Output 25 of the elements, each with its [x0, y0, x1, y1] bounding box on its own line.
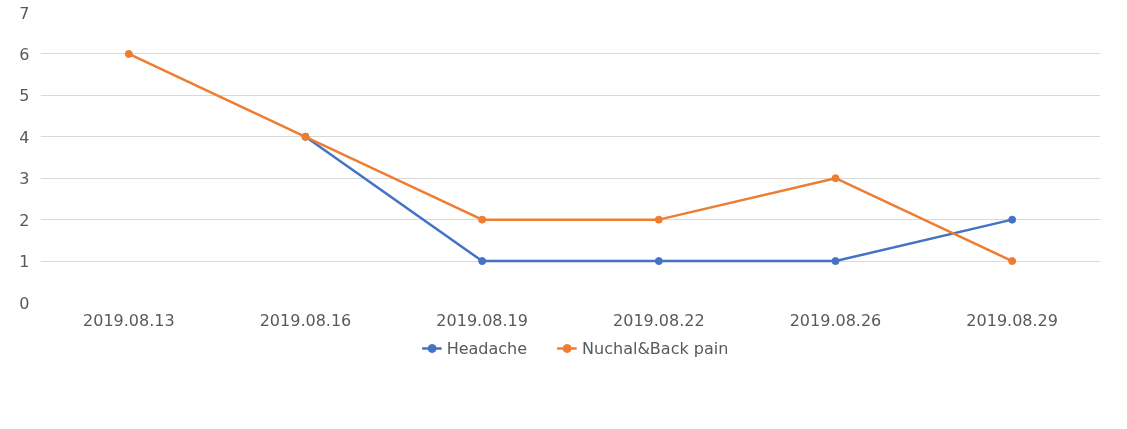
x-tick-label: 2019.08.26 — [789, 310, 882, 330]
y-tick-label: 3 — [19, 169, 30, 189]
point — [1008, 257, 1017, 266]
y-tick-label: 0 — [19, 293, 30, 313]
point — [654, 215, 663, 224]
point — [654, 257, 663, 266]
y-tick-label: 7 — [19, 3, 30, 23]
x-tick-label: 2019.08.22 — [613, 310, 705, 330]
x-tick-label: 2019.08.29 — [966, 310, 1058, 330]
y-tick-label: 1 — [19, 252, 30, 272]
y-tick-label: 4 — [19, 127, 30, 147]
y-tick-label: 6 — [19, 44, 30, 64]
y-tick-label: 2 — [19, 210, 30, 230]
y-tick-label: 5 — [19, 86, 30, 106]
x-tick-label: 2019.08.16 — [259, 310, 352, 330]
x-tick-label: 2019.08.13 — [83, 310, 175, 330]
x-tick-label: 2019.08.19 — [436, 310, 528, 330]
point — [831, 257, 840, 266]
point — [1008, 215, 1017, 224]
point — [831, 174, 840, 183]
legend-label: Headache — [446, 338, 528, 358]
point — [478, 215, 487, 224]
legend-label: Nuchal&Back pain — [582, 338, 729, 358]
point — [124, 49, 133, 58]
point — [478, 257, 487, 266]
